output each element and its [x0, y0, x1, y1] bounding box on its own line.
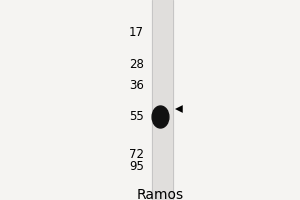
Text: 72: 72	[129, 148, 144, 162]
Text: 36: 36	[129, 79, 144, 92]
Bar	[152, 0, 172, 200]
Ellipse shape	[152, 106, 169, 128]
Text: 17: 17	[129, 26, 144, 40]
Text: Ramos: Ramos	[137, 188, 184, 200]
Text: 28: 28	[129, 58, 144, 72]
Text: 55: 55	[129, 110, 144, 123]
Text: 95: 95	[129, 160, 144, 173]
